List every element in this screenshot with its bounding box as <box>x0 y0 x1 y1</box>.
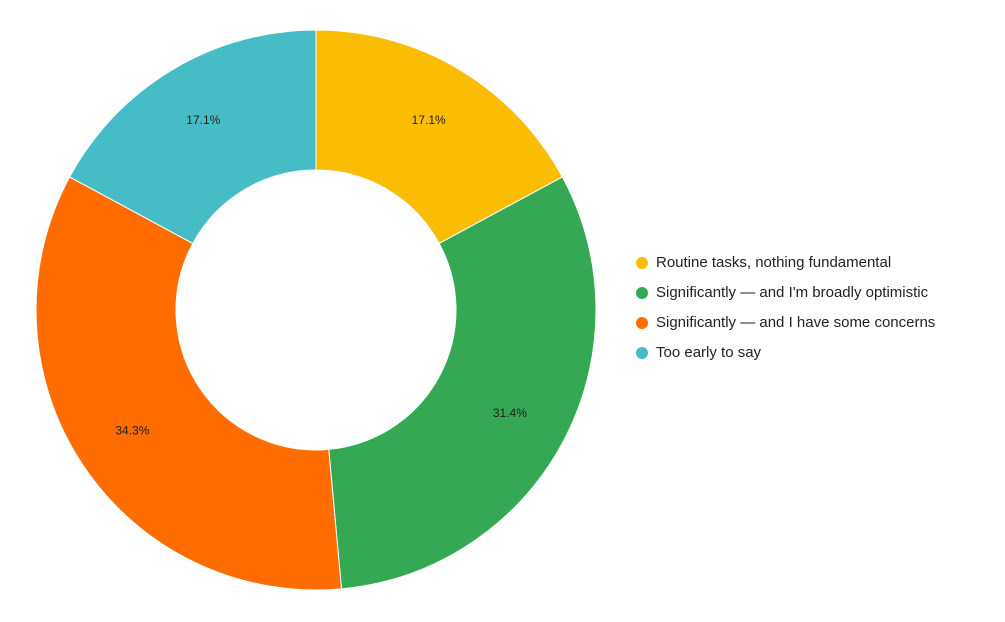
legend-marker <box>636 287 648 299</box>
legend-marker <box>636 317 648 329</box>
donut-slice <box>328 176 597 590</box>
legend-label: Significantly — and I have some concerns <box>656 314 935 331</box>
donut-slice <box>68 29 317 245</box>
legend-label: Significantly — and I'm broadly optimist… <box>656 284 929 301</box>
legend-label: Routine tasks, nothing fundamental <box>656 254 891 271</box>
legend-marker <box>636 347 648 359</box>
data-label: 17.1% <box>412 113 446 127</box>
donut-slice <box>315 29 564 245</box>
donut-slice <box>35 176 343 591</box>
data-label: 31.4% <box>493 406 527 420</box>
data-label: 34.3% <box>115 423 149 437</box>
data-label: 17.1% <box>186 113 220 127</box>
legend-marker <box>636 257 648 269</box>
legend-label: Too early to say <box>656 344 762 361</box>
